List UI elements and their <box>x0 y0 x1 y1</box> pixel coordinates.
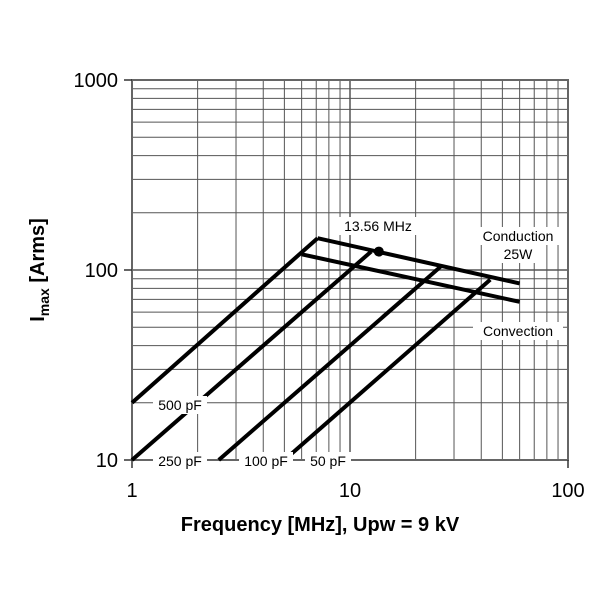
marker-13-56-mhz <box>373 246 384 257</box>
annotation-label: 100 pF <box>244 453 288 469</box>
label-bg <box>153 452 207 470</box>
series-line-50-pf <box>283 278 492 462</box>
y-tick-label: 10 <box>96 450 118 472</box>
y-label-rest: [Arms] <box>27 218 49 288</box>
annotation-label: 50 pF <box>310 453 346 469</box>
y-tick-label: 100 <box>85 260 118 282</box>
label-bg <box>473 322 563 340</box>
annotation-label: 13.56 MHz <box>344 218 412 234</box>
y-tick-label: 1000 <box>74 70 119 92</box>
series-line-250-pf <box>130 250 373 462</box>
annotation-label: 500 pF <box>158 397 202 413</box>
x-tick-label: 100 <box>551 480 584 502</box>
x-axis-label: Frequency [MHz], Upw = 9 kV <box>181 514 460 536</box>
series-line-convection <box>301 252 521 304</box>
y-axis-label: Imax [Arms] <box>27 218 52 322</box>
series-line-conduction-25w <box>317 236 521 286</box>
series-lines <box>130 236 521 462</box>
label-bg <box>239 452 293 470</box>
annotation-label: Convection <box>483 323 553 339</box>
label-bg <box>335 217 421 235</box>
series-line-100-pf <box>217 265 442 462</box>
label-bg <box>305 452 351 470</box>
tick-labels: 1000 100 10 1 10 100 <box>74 70 585 502</box>
x-tick-label: 1 <box>126 480 137 502</box>
y-label-main: I <box>27 316 49 322</box>
label-bg <box>153 396 207 414</box>
y-label-sub: max <box>36 288 52 316</box>
series-line-500-pf <box>130 236 319 405</box>
annotation-label: 250 pF <box>158 453 202 469</box>
annotation-label: Conduction <box>483 228 554 244</box>
label-bg <box>473 227 563 245</box>
label-bg <box>501 245 535 263</box>
annotations: 13.56 MHz Conduction 25W Convection 500 pF 25… <box>153 217 563 470</box>
x-tick-label: 10 <box>339 480 361 502</box>
annotation-label: 25W <box>504 246 534 262</box>
